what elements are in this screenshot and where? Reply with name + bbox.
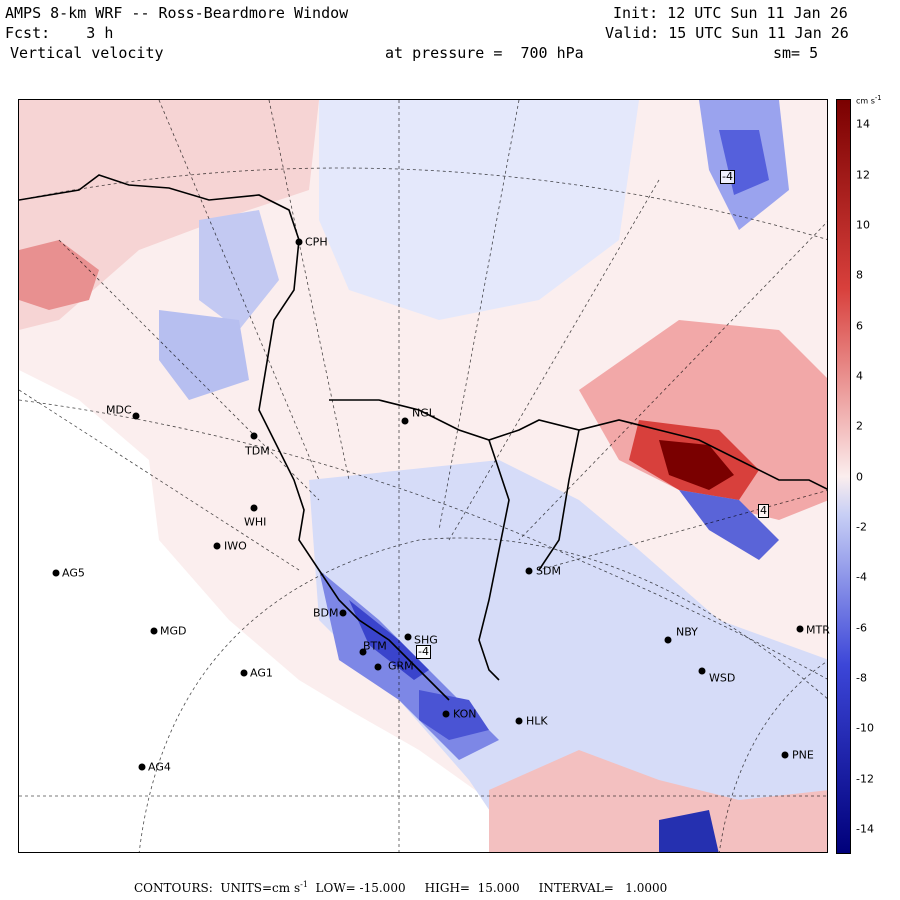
colorbar-tick-label: 14 [856,117,870,131]
station-dot [339,609,347,617]
colorbar-units: cm s-1 [856,94,882,106]
station-dot [698,667,706,675]
station-label: AG4 [148,760,171,774]
station-dot [52,569,60,577]
station-label: TDM [245,444,270,458]
colorbar-tick-label: 10 [856,218,870,232]
station-dot [664,636,672,644]
colorbar-tick-label: -2 [856,520,867,534]
colorbar-tick-label: -8 [856,671,867,685]
plot-title: AMPS 8-km WRF -- Ross-Beardmore Window [5,4,349,22]
station-dot [525,567,533,575]
station-label: WSD [709,671,736,685]
init-time: Init: 12 UTC Sun 11 Jan 26 [613,4,848,22]
station-dot [150,627,158,635]
contour-label: -4 [416,645,431,659]
colorbar-tick-label: 12 [856,168,870,181]
colorbar-tick-label: -12 [856,772,874,785]
negative-region-center [309,460,827,852]
contour-label: -4 [720,170,735,184]
pressure-level: at pressure = 700 hPa [385,44,584,62]
station-dot [515,717,523,725]
vertical-velocity-map [19,100,827,852]
colorbar-tick-label: 6 [856,319,863,332]
positive-region-e [579,320,827,520]
station-dot [213,542,221,550]
station-dot [359,648,367,656]
station-dot [240,669,248,677]
coastline [19,174,827,701]
station-dot [295,238,303,246]
negative-strip-e [679,490,779,560]
station-dot [442,710,450,718]
station-label: SDM [536,564,561,578]
negative-cell-kon [419,690,489,740]
station-label: BTM [363,639,387,653]
station-dot [781,751,789,759]
station-label: KON [453,707,477,721]
station-label: SHG [414,633,438,647]
colorbar-tick-label: 4 [856,369,863,383]
contour-label: 4 [758,504,769,518]
valid-time: Valid: 15 UTC Sun 11 Jan 26 [605,24,849,42]
station-dot [401,417,409,425]
station-label: CPH [305,235,328,249]
station-dot [138,763,146,771]
colorbar-tick-label: 0 [856,470,863,483]
negative-cell-w [159,310,249,400]
colorbar-tick-label: 2 [856,419,863,433]
colorbar [836,99,851,854]
station-dot [250,432,258,440]
station-dot [250,504,258,512]
no-data-plateau [19,370,518,852]
station-label: NGL [412,406,435,420]
station-label: MTR [806,623,830,637]
map-panel [18,99,828,853]
positive-core-e-dark [659,440,734,490]
station-dot [132,412,140,420]
contour-info-footer: CONTOURS: UNITS=cm s-1 LOW= -15.000 HIGH… [134,880,668,895]
positive-region-s [489,750,827,852]
station-label: IWO [224,539,247,553]
station-label: AG1 [250,666,273,680]
station-dot [796,625,804,633]
station-label: MDC [106,403,132,417]
field-name: Vertical velocity [10,44,164,62]
negative-cell-s [659,810,719,852]
station-label: HLK [526,714,548,728]
colorbar-tick-label: -14 [856,822,874,836]
graticule [19,100,827,852]
colorbar-tick-label: -10 [856,721,874,735]
station-label: NBY [676,625,698,639]
negative-cell-cph [199,210,279,330]
colorbar-tick-label: 8 [856,268,863,282]
smoothing-value: sm= 5 [773,44,819,62]
colorbar-tick-label: -4 [856,570,867,584]
station-label: MGD [160,624,187,638]
station-label: GRM [388,659,414,673]
station-label: PNE [792,748,814,762]
colorbar-tick-label: -6 [856,621,867,634]
station-dot [374,663,382,671]
station-label: BDM [313,606,339,620]
station-label: AG5 [62,566,85,580]
station-label: WHI [244,515,267,529]
positive-core-nw [19,240,99,310]
forecast-hour: Fcst: 3 h [5,24,114,42]
station-dot [404,633,412,641]
